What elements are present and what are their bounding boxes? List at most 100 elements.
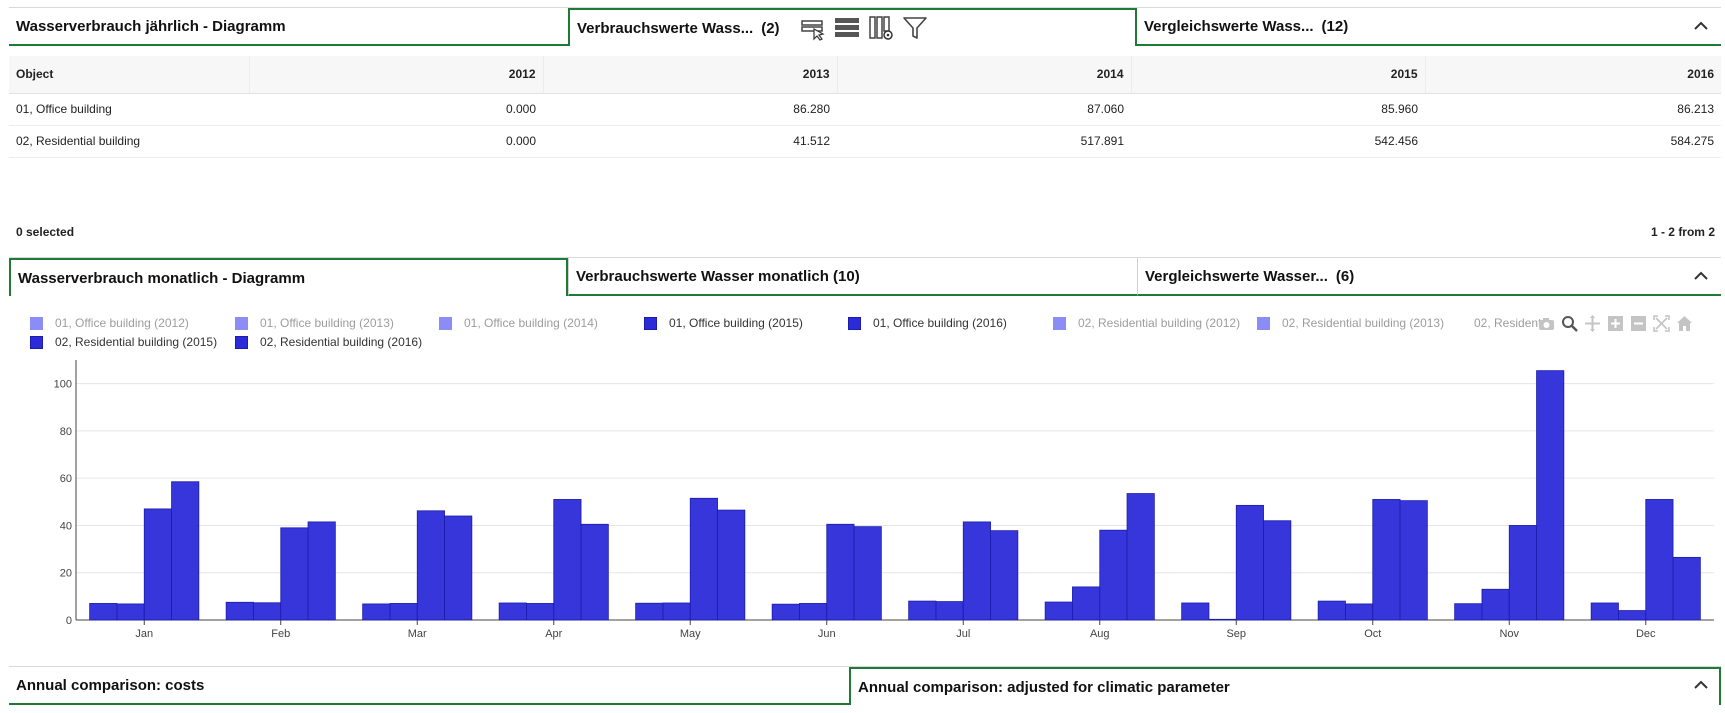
chart-bar xyxy=(307,521,336,621)
rows-icon[interactable] xyxy=(834,15,860,41)
columns-settings-icon[interactable] xyxy=(868,15,894,41)
chart-bar xyxy=(416,510,445,621)
chevron-up-icon[interactable] xyxy=(1693,18,1709,34)
legend-item[interactable]: 01, Office building (2014) xyxy=(439,316,598,330)
column-header-2013[interactable]: 2013 xyxy=(543,56,838,94)
tab-consumption-values-yearly[interactable]: Verbrauchswerte Wass... (2) xyxy=(568,8,1137,46)
x-tick-label: Aug xyxy=(1090,628,1110,640)
tab-water-yearly-chart[interactable]: Wasserverbrauch jährlich - Diagramm xyxy=(9,8,568,46)
chart-bar xyxy=(280,527,309,621)
table-cell: 86.213 xyxy=(1425,93,1721,126)
legend-label: 02, Residential building (2012) xyxy=(1078,316,1241,330)
legend-item[interactable]: 01, Office building (2015) xyxy=(644,316,803,330)
legend-swatch xyxy=(848,316,861,330)
legend-label: 01, Office building (2014) xyxy=(464,316,598,330)
x-tick-label: Jun xyxy=(818,628,836,640)
tab-comparison-values-monthly[interactable]: Vergleichswerte Wasser... (6) xyxy=(1137,258,1721,296)
chart-bar xyxy=(1126,493,1155,621)
column-header-2016[interactable]: 2016 xyxy=(1425,56,1721,94)
chart-bar xyxy=(1645,499,1674,621)
chart-bar xyxy=(580,523,609,621)
chart-bar xyxy=(1317,600,1346,621)
tab-label: Wasserverbrauch jährlich - Diagramm xyxy=(16,17,286,35)
tab-label: Verbrauchswerte Wasser monatlich (10) xyxy=(576,267,860,285)
chart-bar xyxy=(444,515,473,621)
autoscale-icon[interactable] xyxy=(1653,315,1670,332)
chart-bar xyxy=(1672,556,1701,621)
legend-item[interactable]: 02, Residential building (2013) xyxy=(1257,316,1444,330)
table-cell: 41.512 xyxy=(543,125,837,158)
selection-count: 0 selected xyxy=(16,225,75,239)
chart-bar xyxy=(526,603,555,621)
column-header-2015[interactable]: 2015 xyxy=(1131,56,1426,94)
legend-item[interactable]: 02, Residential building (2016) xyxy=(235,335,422,349)
table-row[interactable]: 02, Residential building 0.000 41.512 51… xyxy=(9,125,1721,158)
home-icon[interactable] xyxy=(1676,315,1693,332)
tab-annual-comparison-costs[interactable]: Annual comparison: costs xyxy=(9,667,849,705)
chart-bar xyxy=(1508,525,1537,621)
chart-bar xyxy=(362,603,391,621)
zoom-in-icon[interactable] xyxy=(1607,315,1624,332)
zoom-icon[interactable] xyxy=(1561,315,1578,332)
chart-bar xyxy=(1263,520,1292,621)
x-tick-label: Jan xyxy=(135,628,153,640)
legend-label: 02, Residential building (2014) xyxy=(1474,316,1542,330)
y-tick-label: 80 xyxy=(60,426,72,438)
chart-bar xyxy=(1235,504,1264,621)
tab-count: (6) xyxy=(1335,267,1355,285)
funnel-icon[interactable] xyxy=(902,15,928,41)
legend-item[interactable]: 01, Office building (2012) xyxy=(30,316,189,330)
tab-comparison-values-yearly[interactable]: Vergleichswerte Wass... (12) xyxy=(1137,8,1721,46)
chevron-up-icon[interactable] xyxy=(1693,268,1709,284)
chart-bar xyxy=(962,521,991,621)
tab-water-monthly-chart[interactable]: Wasserverbrauch monatlich - Diagramm xyxy=(9,258,568,296)
legend-swatch xyxy=(644,316,657,330)
table-cell: 02, Residential building xyxy=(9,125,249,158)
x-tick-label: Mar xyxy=(408,628,427,640)
legend-swatch xyxy=(439,316,452,330)
chart-bar xyxy=(689,497,718,621)
bottom-tabstrip: Annual comparison: costs Annual comparis… xyxy=(9,666,1721,705)
column-header-2012[interactable]: 2012 xyxy=(249,56,544,94)
legend-label: 01, Office building (2012) xyxy=(55,316,189,330)
legend-label: 01, Office building (2013) xyxy=(260,316,394,330)
legend-swatch xyxy=(235,335,248,349)
chart-bar xyxy=(1181,602,1210,621)
chart-bar xyxy=(1372,499,1401,621)
table-cell: 0.000 xyxy=(249,93,543,126)
chart-bar xyxy=(662,602,691,621)
table-row[interactable]: 01, Office building 0.000 86.280 87.060 … xyxy=(9,93,1721,126)
camera-icon[interactable] xyxy=(1538,315,1555,332)
table-cell: 86.280 xyxy=(543,93,837,126)
tab-consumption-values-monthly[interactable]: Verbrauchswerte Wasser monatlich (10) xyxy=(568,258,1137,296)
table-toolbar xyxy=(800,15,928,41)
filter-select-icon[interactable] xyxy=(800,15,826,41)
chart-bar xyxy=(389,603,418,621)
legend-item[interactable]: 01, Office building (2016) xyxy=(848,316,1007,330)
chevron-up-icon[interactable] xyxy=(1693,677,1709,693)
table-cell: 0.000 xyxy=(249,125,543,158)
x-tick-label: Oct xyxy=(1364,628,1381,640)
legend-item[interactable]: 02, Residential building (2014) xyxy=(1462,316,1542,330)
zoom-out-icon[interactable] xyxy=(1630,315,1647,332)
chart-bar xyxy=(116,603,145,621)
chart-bar xyxy=(1454,603,1483,621)
chart-bar xyxy=(908,600,937,621)
legend-item[interactable]: 02, Residential building (2015) xyxy=(30,335,217,349)
tab-label: Vergleichswerte Wass... xyxy=(1144,17,1314,35)
table-cell: 584.275 xyxy=(1425,125,1721,158)
tab-annual-comparison-climatic[interactable]: Annual comparison: adjusted for climatic… xyxy=(849,667,1721,705)
chart-bar xyxy=(1618,610,1647,621)
tab-count: (2) xyxy=(761,19,780,37)
column-header-2014[interactable]: 2014 xyxy=(837,56,1132,94)
legend-item[interactable]: 01, Office building (2013) xyxy=(235,316,394,330)
table-cell: 517.891 xyxy=(837,125,1131,158)
pan-icon[interactable] xyxy=(1584,315,1601,332)
legend-item[interactable]: 02, Residential building (2012) xyxy=(1053,316,1240,330)
column-header-object[interactable]: Object xyxy=(9,56,250,94)
chart-bar xyxy=(1536,370,1565,621)
chart-bar xyxy=(799,603,828,621)
tab-label: Annual comparison: adjusted for climatic… xyxy=(858,678,1230,696)
chart-bar xyxy=(1481,588,1510,621)
legend-label: 02, Residential building (2016) xyxy=(260,335,423,349)
